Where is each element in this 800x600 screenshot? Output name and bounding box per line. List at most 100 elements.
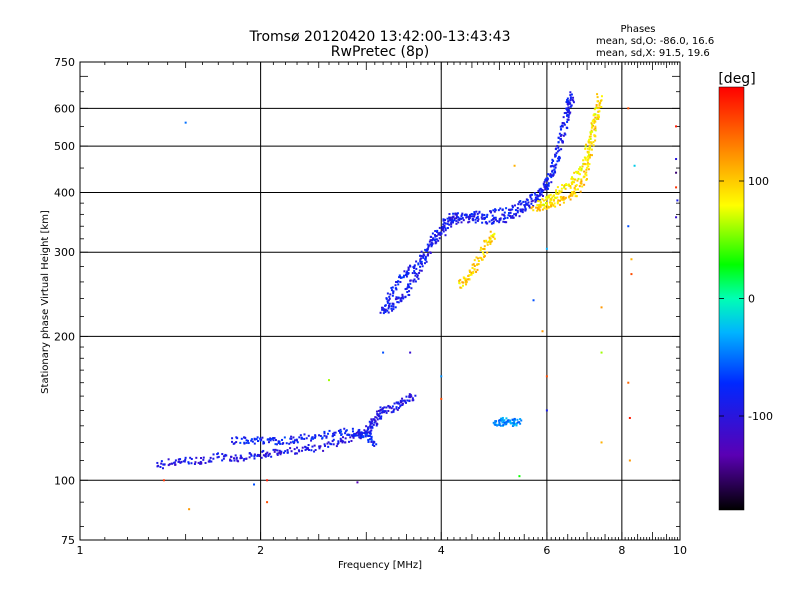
trace-point bbox=[585, 178, 588, 181]
trace-point bbox=[523, 204, 526, 207]
trace-point bbox=[415, 272, 418, 275]
trace-point bbox=[401, 293, 404, 296]
trace-point bbox=[441, 226, 444, 229]
trace-point bbox=[443, 218, 446, 221]
trace-point bbox=[549, 204, 552, 207]
trace-point bbox=[489, 237, 492, 240]
trace-point bbox=[413, 272, 416, 275]
trace-point bbox=[327, 432, 330, 435]
trace-point bbox=[360, 434, 363, 437]
trace-point bbox=[354, 432, 357, 435]
trace-point bbox=[483, 213, 486, 216]
scatter-point bbox=[630, 273, 633, 276]
trace-point bbox=[383, 410, 386, 413]
trace-point bbox=[385, 411, 388, 414]
trace-point bbox=[327, 441, 330, 444]
trace-point bbox=[380, 415, 383, 418]
trace-point bbox=[509, 209, 512, 212]
trace-point bbox=[460, 217, 463, 220]
trace-point bbox=[364, 435, 367, 438]
trace-point bbox=[289, 437, 292, 440]
trace-point bbox=[557, 199, 560, 202]
trace-point bbox=[434, 230, 437, 233]
trace-point bbox=[576, 179, 579, 182]
trace-point bbox=[439, 231, 442, 234]
trace-point bbox=[391, 405, 394, 408]
trace-point bbox=[270, 455, 273, 458]
trace-point bbox=[475, 256, 478, 259]
trace-point bbox=[496, 220, 499, 223]
trace-point bbox=[476, 215, 479, 218]
trace-point bbox=[395, 407, 398, 410]
trace-point bbox=[344, 441, 347, 444]
trace-point bbox=[407, 283, 410, 286]
trace-point bbox=[600, 95, 603, 98]
trace-point bbox=[597, 110, 600, 113]
scatter-point bbox=[633, 164, 636, 167]
trace-point bbox=[550, 202, 553, 205]
trace-point bbox=[387, 311, 390, 314]
trace-point bbox=[573, 178, 576, 181]
trace-point bbox=[452, 212, 455, 215]
trace-point bbox=[555, 192, 558, 195]
trace-point bbox=[332, 438, 335, 441]
trace-point bbox=[357, 429, 360, 432]
trace-point bbox=[307, 444, 310, 447]
trace-point bbox=[286, 451, 289, 454]
trace-point bbox=[587, 165, 590, 168]
trace-point bbox=[426, 253, 429, 256]
trace-point bbox=[492, 236, 495, 239]
trace-point bbox=[461, 217, 464, 220]
trace-point bbox=[483, 247, 486, 250]
trace-point bbox=[334, 431, 337, 434]
trace-point bbox=[327, 445, 330, 448]
trace-point bbox=[235, 457, 238, 460]
trace-point bbox=[437, 233, 440, 236]
trace-point bbox=[511, 206, 514, 209]
trace-point bbox=[503, 421, 506, 424]
trace-point bbox=[472, 272, 475, 275]
trace-point bbox=[462, 281, 465, 284]
scatter-point bbox=[532, 299, 535, 302]
trace-point bbox=[402, 297, 405, 300]
trace-point bbox=[481, 251, 484, 254]
trace-point bbox=[373, 441, 376, 444]
trace-point bbox=[564, 133, 567, 136]
trace-point bbox=[444, 229, 447, 232]
trace-point bbox=[568, 195, 571, 198]
scatter-point bbox=[675, 125, 678, 128]
trace-point bbox=[202, 456, 205, 459]
trace-point bbox=[406, 270, 409, 273]
trace-point bbox=[562, 116, 565, 119]
trace-point bbox=[395, 296, 398, 299]
trace-point bbox=[381, 410, 384, 413]
trace-point bbox=[534, 193, 537, 196]
trace-point bbox=[416, 274, 419, 277]
trace-point bbox=[565, 107, 568, 110]
trace-point bbox=[553, 168, 556, 171]
trace-point bbox=[520, 419, 523, 422]
trace-point bbox=[569, 192, 572, 195]
trace-point bbox=[397, 280, 400, 283]
trace-point bbox=[413, 264, 416, 267]
trace-point bbox=[363, 432, 366, 435]
trace-point bbox=[587, 153, 590, 156]
trace-point bbox=[410, 287, 413, 290]
trace-point bbox=[594, 139, 597, 142]
trace-point bbox=[443, 221, 446, 224]
trace-point bbox=[531, 193, 534, 196]
trace-point bbox=[418, 269, 421, 272]
trace-point bbox=[384, 304, 387, 307]
trace-point bbox=[324, 444, 327, 447]
trace-point bbox=[407, 268, 410, 271]
trace-point bbox=[599, 99, 602, 102]
trace-point bbox=[552, 195, 555, 198]
trace-point bbox=[248, 452, 251, 455]
trace-point bbox=[332, 432, 335, 435]
trace-point bbox=[469, 274, 472, 277]
trace-point bbox=[367, 439, 370, 442]
trace-point bbox=[524, 207, 527, 210]
trace-point bbox=[370, 421, 373, 424]
trace-point bbox=[321, 436, 324, 439]
trace-point bbox=[579, 190, 582, 193]
